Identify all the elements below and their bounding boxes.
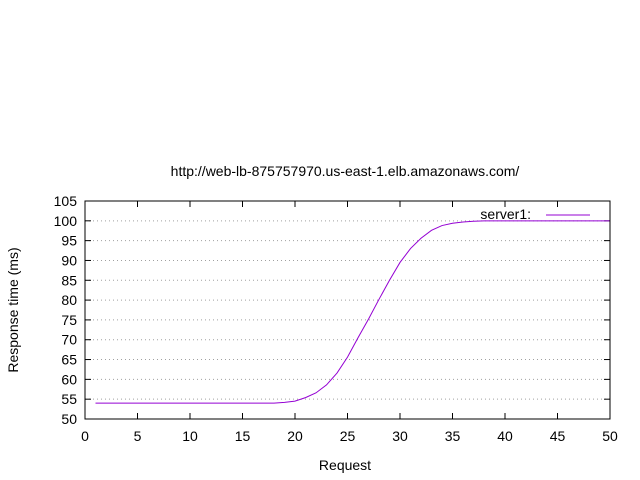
x-tick-label: 5	[134, 428, 142, 444]
y-tick-label: 90	[61, 252, 77, 268]
y-tick-label: 100	[54, 213, 78, 229]
x-tick-label: 0	[81, 428, 89, 444]
y-tick-label: 105	[54, 193, 78, 209]
plot-frame	[84, 200, 611, 420]
tick-labels: 50 55 60 65 70 75 80 85 90 95 100 105 0 5 10 15 20 25 30 35…	[54, 193, 618, 444]
legend-label: server1:	[480, 206, 531, 222]
y-tick-label: 75	[61, 312, 77, 328]
x-tick-label: 20	[287, 428, 303, 444]
y-axis-label: Response time (ms)	[5, 247, 21, 372]
legend: server1:	[480, 206, 590, 222]
x-tick-label: 10	[182, 428, 198, 444]
x-tick-label: 30	[392, 428, 408, 444]
y-tick-label: 55	[61, 391, 77, 407]
x-tick-label: 25	[340, 428, 356, 444]
x-tick-label: 40	[497, 428, 513, 444]
y-tick-label: 65	[61, 352, 77, 368]
y-tick-label: 60	[61, 371, 77, 387]
y-tick-label: 70	[61, 332, 77, 348]
series-line-server1	[95, 220, 610, 404]
series-lines	[95, 220, 610, 404]
y-tick-label: 50	[61, 411, 77, 427]
x-tick-label: 35	[445, 428, 461, 444]
x-tick-label: 45	[550, 428, 566, 444]
x-tick-label: 15	[235, 428, 251, 444]
x-tick-label: 50	[602, 428, 618, 444]
y-tick-label: 85	[61, 272, 77, 288]
y-tick-label: 95	[61, 233, 77, 249]
y-tick-label: 80	[61, 292, 77, 308]
chart-title: http://web-lb-875757970.us-east-1.elb.am…	[171, 163, 520, 179]
x-axis-label: Request	[319, 457, 371, 473]
